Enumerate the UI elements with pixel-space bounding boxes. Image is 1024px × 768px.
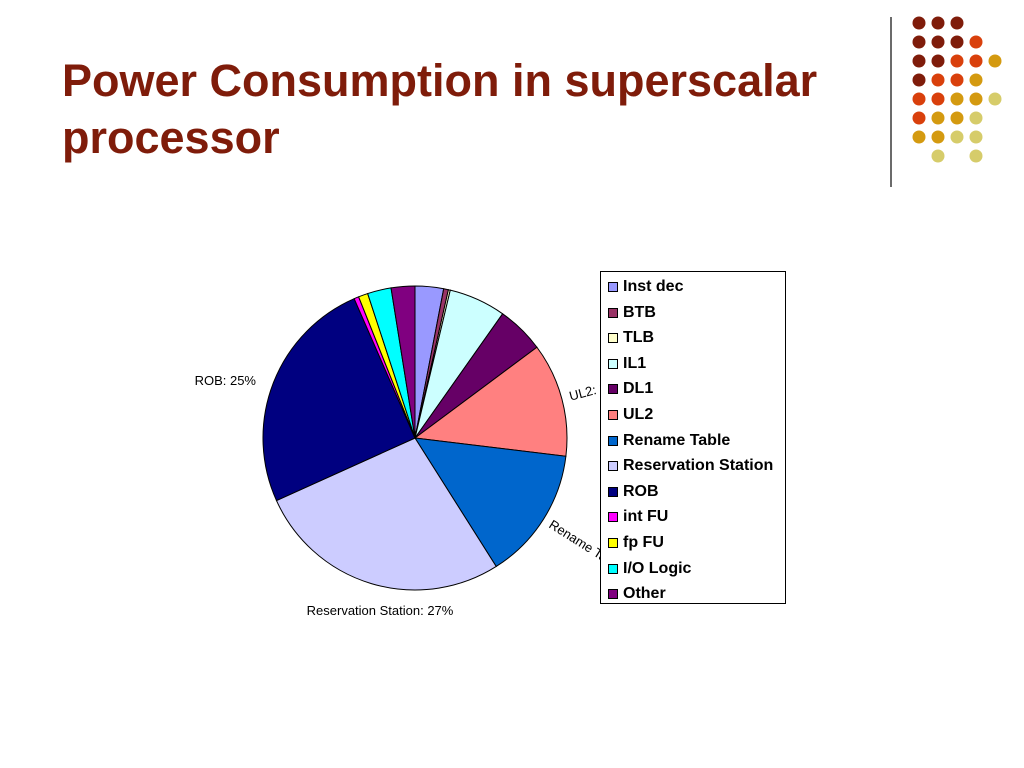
decor-dot [931,73,945,87]
pie-slices [262,285,568,591]
legend-label: Inst dec [623,278,684,295]
decor-dot [969,92,983,106]
pie-slice-rename-table [414,437,567,568]
legend-item-int-fu: int FU [608,507,668,527]
legend-label: Rename Table [623,431,731,449]
legend-item-tlb: TLB [608,328,654,348]
legend-swatch [608,358,618,369]
legend-label: fp FU [623,534,664,551]
pie-slice-other [390,285,416,439]
decor-dot [931,16,945,30]
decor-dot [912,111,926,125]
decor-dot [931,35,945,49]
decor-dot [950,73,964,87]
legend-label: Other [623,585,666,603]
legend-swatch [608,486,618,497]
decor-dot [969,111,983,125]
decor-dot [912,73,926,87]
legend-swatch [608,410,618,420]
legend-label: ROB [623,482,659,500]
decor-dot [969,130,983,144]
data-label-rob: ROB: 25% [195,373,257,388]
legend-swatch [608,435,618,446]
pie-slice-ul2 [413,346,568,457]
legend-swatch [608,384,618,395]
decor-dot [950,111,964,125]
legend-item-i-o-logic: I/O Logic [608,559,691,579]
legend-item-fp-fu: fp FU [608,533,664,553]
decor-dot [969,35,983,49]
decor-dot [950,92,964,106]
decor-dot [988,54,1002,68]
legend-item-other: Other [608,584,666,604]
legend-item-dl1: DL1 [608,379,653,399]
title-divider-line [890,17,892,187]
decor-dot [912,54,926,68]
legend-swatch [608,282,618,292]
legend-item-reservation-station: Reservation Station [608,456,773,476]
legend-label: I/O Logic [623,559,692,577]
decor-dot [969,149,983,163]
legend-label: TLB [623,329,655,347]
legend-item-rename-table: Rename Table [608,431,730,451]
legend-label: UL2 [623,406,654,423]
chart-legend: Inst dec BTB TLB IL1 DL1 UL2 Rename Table Reser… [600,271,786,604]
legend-label: Reservation Station [623,457,774,475]
data-label-reservation-station: Reservation Station: 27% [307,603,454,618]
legend-swatch [608,307,618,318]
slide-title: Power Consumption in superscalar process… [62,55,818,163]
decor-dot [931,54,945,68]
decor-dot [950,35,964,49]
decor-dot [950,130,964,144]
legend-label: DL1 [623,380,654,398]
decor-dot [950,16,964,30]
legend-item-inst-dec: Inst dec [608,277,683,297]
decor-dot [931,111,945,125]
decor-dot [950,54,964,68]
decor-dot [931,92,945,106]
decor-dot [988,92,1002,106]
legend-swatch [608,538,618,548]
legend-swatch [608,461,618,472]
decor-dot [969,54,983,68]
decorative-dot-grid [912,16,1002,163]
legend-item-btb: BTB [608,303,656,323]
decor-dot [912,16,926,30]
legend-swatch [608,333,618,344]
legend-swatch [608,563,618,574]
legend-item-ul2: UL2 [608,405,653,425]
legend-item-il1: IL1 [608,354,646,374]
pie-slice-rob [262,298,416,502]
legend-label: int FU [623,508,669,526]
decor-dot [931,149,945,163]
decor-dot [912,92,926,106]
decor-dot [931,130,945,144]
legend-item-rob: ROB [608,482,659,502]
legend-label: BTB [623,303,656,321]
decor-dot [969,73,983,87]
legend-swatch [608,589,618,600]
legend-swatch [608,512,618,523]
decor-dot [912,35,926,49]
decor-dot [912,130,926,144]
legend-label: IL1 [623,354,647,372]
